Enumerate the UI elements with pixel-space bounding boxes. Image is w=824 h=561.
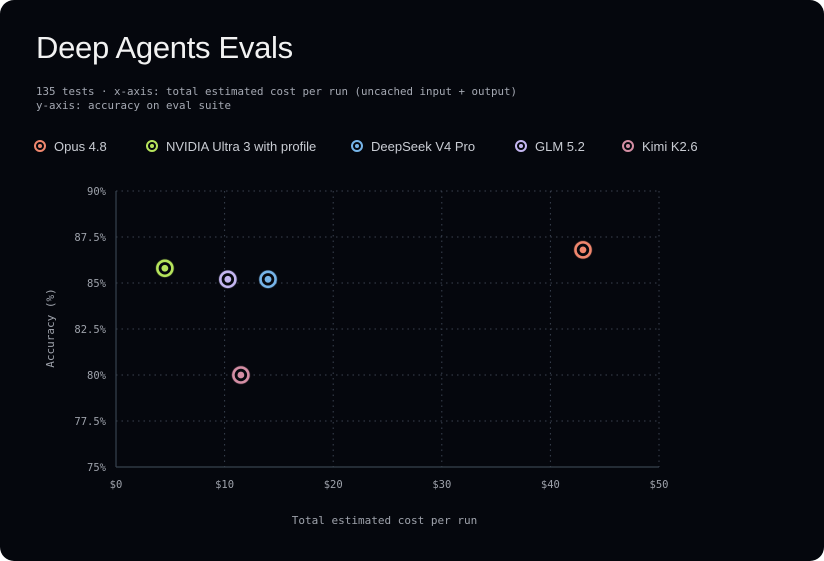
legend-label: NVIDIA Ultra 3 with profile	[166, 138, 317, 154]
x-tick-label: $50	[650, 479, 669, 491]
legend-item: DeepSeek V4 Pro	[351, 138, 475, 154]
legend-marker-icon	[622, 140, 634, 152]
legend-marker-icon	[515, 140, 527, 152]
legend-marker-icon	[146, 140, 158, 152]
data-point-core	[579, 246, 587, 254]
y-axis-title: Accuracy (%)	[44, 288, 57, 367]
x-tick-label: $30	[432, 479, 451, 491]
data-point-core	[224, 275, 232, 283]
legend-item: Kimi K2.6	[622, 138, 698, 154]
x-tick-label: $20	[324, 479, 343, 491]
y-tick-label: 87.5%	[74, 232, 106, 244]
legend-label: GLM 5.2	[535, 138, 585, 154]
chart-subtitle-line-1: 135 tests · x-axis: total estimated cost…	[36, 85, 518, 98]
y-tick-label: 90%	[87, 186, 107, 198]
y-tick-label: 80%	[87, 370, 107, 382]
legend-item: Opus 4.8	[34, 138, 107, 154]
data-point-core	[264, 275, 272, 283]
legend-item: GLM 5.2	[515, 138, 585, 154]
y-tick-label: 75%	[87, 462, 107, 474]
y-tick-label: 77.5%	[74, 416, 106, 428]
chart-subtitle-line-2: y-axis: accuracy on eval suite	[36, 99, 232, 112]
data-point-core	[237, 371, 245, 379]
legend-marker-icon	[351, 140, 363, 152]
legend-label: Opus 4.8	[54, 138, 107, 154]
legend-item: NVIDIA Ultra 3 with profile	[146, 138, 316, 154]
x-tick-label: $0	[110, 479, 123, 491]
y-tick-label: 82.5%	[74, 324, 106, 336]
x-tick-label: $10	[215, 479, 234, 491]
legend-label: Kimi K2.6	[642, 138, 698, 154]
data-point-core	[161, 264, 169, 272]
x-axis-title: Total estimated cost per run	[292, 514, 477, 527]
legend-label: DeepSeek V4 Pro	[371, 138, 476, 154]
legend-marker-icon	[34, 140, 46, 152]
chart-title: Deep Agents Evals	[36, 30, 293, 65]
y-tick-label: 85%	[87, 278, 107, 290]
x-tick-label: $40	[541, 479, 560, 491]
